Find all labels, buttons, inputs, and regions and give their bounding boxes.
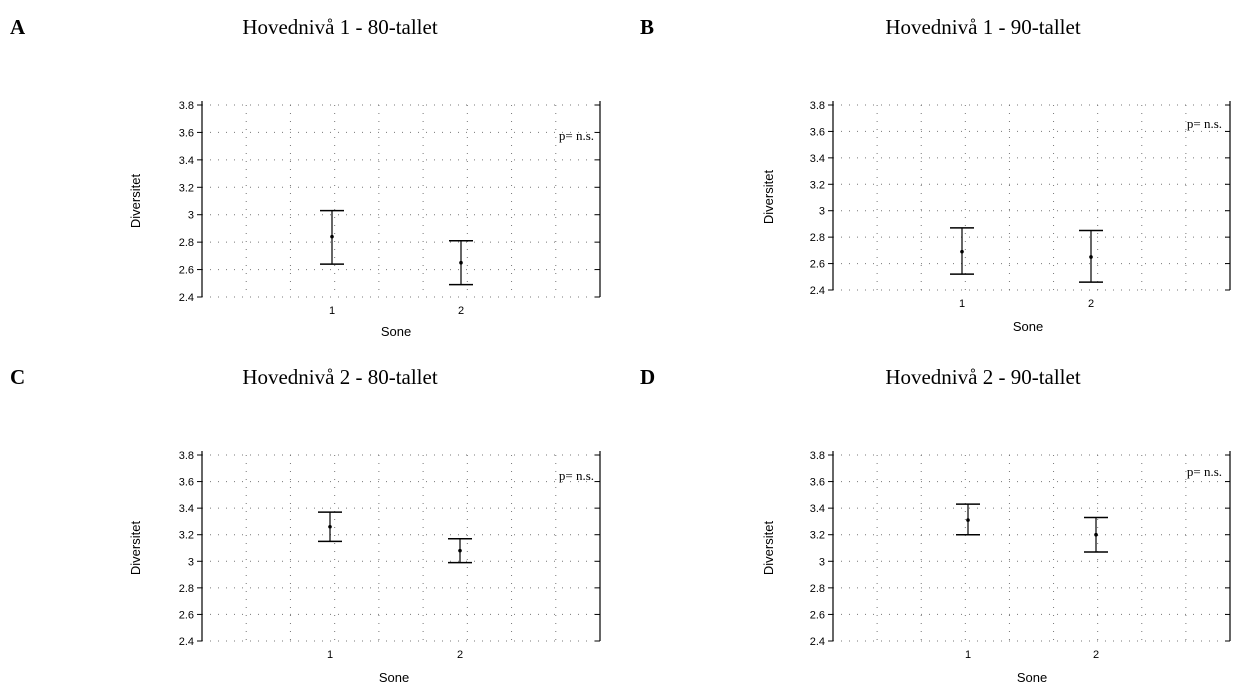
y-axis-label: Diversitet xyxy=(761,521,776,576)
y-tick-label: 3 xyxy=(188,210,194,222)
x-axis-label: Sone xyxy=(1013,319,1043,334)
y-tick-label: 3.8 xyxy=(810,100,825,112)
y-tick-label: 3 xyxy=(188,556,194,568)
y-tick-label: 3.6 xyxy=(810,126,825,138)
y-tick-label: 3.4 xyxy=(179,155,194,167)
y-axis-label: Diversitet xyxy=(128,174,143,229)
y-tick-label: 3 xyxy=(819,206,825,218)
x-tick-label: 2 xyxy=(457,649,463,661)
error-bar-sone-2 xyxy=(449,240,473,286)
x-tick-label: 2 xyxy=(458,305,464,317)
y-tick-label: 2.8 xyxy=(810,232,825,244)
mean-point xyxy=(1089,255,1093,259)
y-tick-label: 3.8 xyxy=(179,450,194,462)
y-tick-label: 3.4 xyxy=(179,503,194,515)
y-tick-label: 2.4 xyxy=(810,636,825,648)
y-tick-label: 3.2 xyxy=(810,179,825,191)
mean-point xyxy=(1094,532,1098,537)
p-value-annotation: p= n.s. xyxy=(1187,464,1222,479)
y-tick-label: 3.4 xyxy=(810,503,825,515)
mean-point xyxy=(328,524,332,529)
panel-b: B Hovednivå 1 - 90-tallet 2.4 2.6 2.8 3 3.2 3.4… xyxy=(640,15,1231,334)
x-axis-label: Sone xyxy=(381,324,411,339)
mean-point xyxy=(960,249,964,254)
chart-title: Hovednivå 1 - 80-tallet xyxy=(242,15,438,39)
mean-point xyxy=(458,548,462,553)
error-bar-sone-1 xyxy=(318,511,342,543)
x-tick-label: 1 xyxy=(965,649,971,661)
error-bar-sone-1 xyxy=(320,209,344,265)
x-tick-label: 1 xyxy=(959,298,965,310)
p-value-annotation: p= n.s. xyxy=(559,128,594,143)
error-bar-sone-2 xyxy=(448,537,472,564)
y-tick-label: 3.6 xyxy=(810,477,825,489)
y-tick-label: 3.4 xyxy=(810,153,825,165)
x-axis-label: Sone xyxy=(379,670,409,685)
p-value-annotation: p= n.s. xyxy=(1187,116,1222,131)
y-tick-label: 2.8 xyxy=(179,237,194,249)
y-tick-label: 2.8 xyxy=(179,583,194,595)
y-tick-label: 3.2 xyxy=(179,182,194,194)
mean-point xyxy=(330,234,334,239)
x-tick-label: 2 xyxy=(1093,649,1099,661)
y-tick-label: 2.6 xyxy=(179,265,194,277)
mean-point xyxy=(459,260,463,265)
y-tick-label: 2.6 xyxy=(179,609,194,621)
y-tick-label: 3 xyxy=(819,556,825,568)
panel-letter: A xyxy=(10,15,26,39)
y-tick-label: 3.2 xyxy=(179,530,194,542)
y-tick-label: 2.8 xyxy=(810,583,825,595)
y-axis-label: Diversitet xyxy=(128,521,143,576)
x-tick-label: 1 xyxy=(327,649,333,661)
y-tick-label: 2.6 xyxy=(810,259,825,271)
y-tick-label: 3.6 xyxy=(179,477,194,489)
y-tick-label: 3.8 xyxy=(179,100,194,112)
panel-letter: D xyxy=(640,365,655,389)
chart-title: Hovednivå 2 - 90-tallet xyxy=(885,365,1081,389)
x-tick-label: 2 xyxy=(1088,298,1094,310)
panel-c: C Hovednivå 2 - 80-tallet 2.4 2.6 2.8 3 3.2 3.4… xyxy=(10,365,601,685)
panel-a: A Hovednivå 1 - 80-tallet 2.4 2.6 2.8 3 3.2 3.4… xyxy=(10,15,601,339)
panel-letter: B xyxy=(640,15,654,39)
error-bar-sone-2 xyxy=(1079,229,1103,283)
p-value-annotation: p= n.s. xyxy=(559,468,594,483)
chart-title: Hovednivå 2 - 80-tallet xyxy=(242,365,438,389)
x-tick-label: 1 xyxy=(329,305,335,317)
y-axis-label: Diversitet xyxy=(761,170,776,225)
panel-d: D Hovednivå 2 - 90-tallet 2.4 2.6 2.8 3 3.2 3.4… xyxy=(640,365,1231,685)
y-tick-label: 2.6 xyxy=(810,609,825,621)
y-tick-label: 2.4 xyxy=(810,285,825,297)
chart-title: Hovednivå 1 - 90-tallet xyxy=(885,15,1081,39)
error-bar-sone-1 xyxy=(950,227,974,275)
y-tick-label: 2.4 xyxy=(179,636,194,648)
y-tick-label: 3.2 xyxy=(810,530,825,542)
x-axis-label: Sone xyxy=(1017,670,1047,685)
panel-letter: C xyxy=(10,365,25,389)
mean-point xyxy=(966,518,970,522)
y-tick-label: 3.6 xyxy=(179,127,194,139)
y-tick-label: 2.4 xyxy=(179,292,194,304)
error-bar-sone-2 xyxy=(1084,516,1108,553)
error-bar-sone-1 xyxy=(956,503,980,536)
y-tick-label: 3.8 xyxy=(810,450,825,462)
